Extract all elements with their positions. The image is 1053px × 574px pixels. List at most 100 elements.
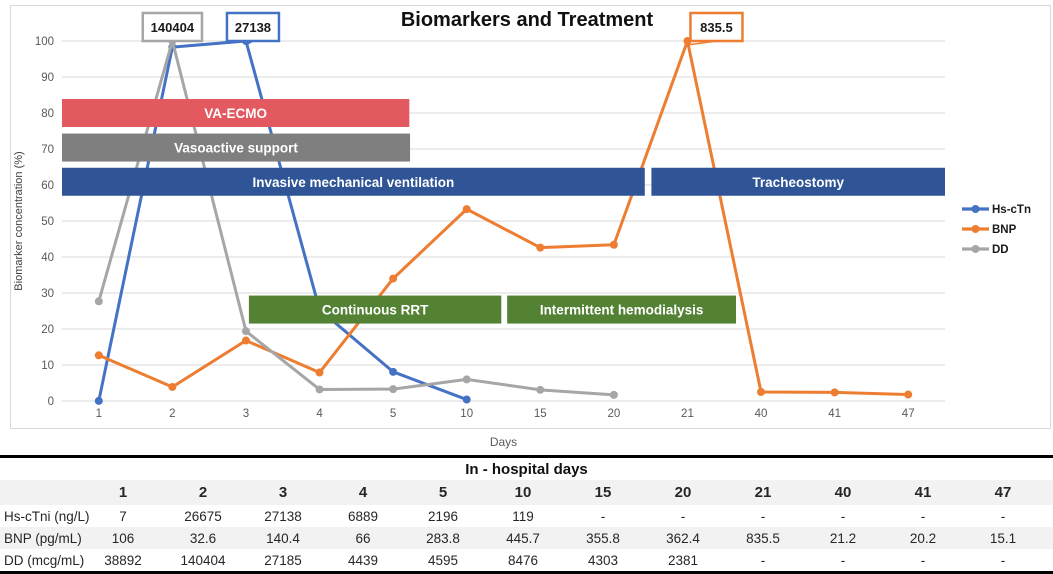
- y-axis-ticks: 0 10 20 30 40 50 60 70 80 90 100: [35, 36, 54, 408]
- table-cell: 119: [512, 508, 534, 524]
- legend-dot-marker: [971, 245, 980, 253]
- table-cell: 6889: [347, 508, 379, 524]
- x-tick-label: 47: [902, 408, 915, 420]
- legend-item-bnp: BNP: [962, 224, 1017, 236]
- intermittent-hemodialysis-bar-group: Intermittent hemodialysis: [507, 295, 737, 324]
- chart-title: Biomarkers and Treatment: [401, 9, 654, 31]
- table-cell: -: [840, 552, 846, 568]
- callout-value: 140404: [151, 20, 195, 35]
- callout-835-5: 835.5: [687, 11, 744, 46]
- series-path-bnp: [97, 39, 910, 397]
- vasoactive-support-bar-group: Vasoactive support: [62, 133, 411, 162]
- table-cell: 4303: [587, 552, 619, 568]
- data-point-marker: [462, 395, 471, 404]
- legend-dot-marker: [971, 205, 980, 213]
- data-point-marker: [609, 240, 618, 249]
- y-tick-label: 60: [41, 180, 54, 192]
- y-tick-label: 20: [41, 324, 54, 336]
- x-tick-label: 20: [607, 408, 620, 420]
- legend-label: Hs-cTn: [992, 204, 1031, 216]
- table-cell: -: [680, 508, 686, 524]
- series-line-dd: [94, 37, 618, 399]
- continuous-rrt-bar-label: Continuous RRT: [322, 303, 429, 318]
- table-cell: 38892: [104, 552, 142, 568]
- va-ecmo-bar-label: VA-ECMO: [204, 106, 267, 121]
- table-cell: -: [760, 508, 766, 524]
- table-cell: 15.1: [989, 530, 1017, 546]
- legend-dot-marker: [971, 225, 980, 233]
- table-cell: 8476: [507, 552, 539, 568]
- table-cell: 355.8: [586, 530, 620, 546]
- table-cell: 106: [111, 530, 135, 546]
- day-column-header: 20: [674, 484, 692, 501]
- y-tick-label: 80: [41, 108, 54, 120]
- table-cell: 26675: [184, 508, 222, 524]
- table-cell: 445.7: [506, 530, 540, 546]
- table-cell: -: [920, 508, 926, 524]
- legend-item-hs-ctn: Hs-cTn: [962, 204, 1031, 216]
- table-cell: -: [1000, 508, 1006, 524]
- table-cell: 4439: [347, 552, 379, 568]
- callout-box: [141, 11, 204, 43]
- table-cell: 32.6: [189, 530, 217, 546]
- data-point-marker: [241, 336, 250, 345]
- data-point-marker: [389, 385, 398, 394]
- invasive-mechanical-ventilation-bar-group: Invasive mechanical ventilation: [62, 167, 645, 196]
- legend-label: DD: [992, 244, 1009, 256]
- day-column-header: 2: [198, 484, 208, 501]
- data-point-marker: [168, 382, 177, 391]
- callout-140404: 140404: [141, 11, 204, 45]
- data-point-marker: [315, 368, 324, 377]
- day-column-header: 5: [438, 484, 448, 501]
- data-point-marker: [609, 390, 618, 399]
- vasoactive-support-bar-label: Vasoactive support: [174, 141, 298, 156]
- table-cell: 835.5: [746, 530, 780, 546]
- data-point-marker: [462, 375, 471, 384]
- table-cell: -: [840, 508, 846, 524]
- chart-frame: [10, 5, 1051, 429]
- row-label: BNP (pg/mL): [4, 530, 82, 546]
- table-cell: 7: [119, 508, 127, 524]
- y-tick-label: 40: [41, 252, 54, 264]
- data-point-marker: [94, 297, 103, 306]
- callout-27138: 27138: [225, 11, 281, 46]
- y-tick-label: 70: [41, 144, 54, 156]
- y-tick-label: 0: [48, 396, 54, 408]
- intermittent-hemodialysis-bar-label: Intermittent hemodialysis: [540, 303, 704, 318]
- table-cell: 27138: [264, 508, 302, 524]
- table-cell: 140404: [180, 552, 226, 568]
- vasoactive-support-bar: [62, 133, 411, 162]
- y-tick-label: 90: [41, 72, 54, 84]
- table-cell: 140.4: [266, 530, 300, 546]
- x-tick-label: 3: [243, 408, 249, 420]
- y-tick-label: 100: [35, 36, 54, 48]
- y-tick-label: 30: [41, 288, 54, 300]
- day-column-header: 15: [594, 484, 612, 501]
- x-axis-title: Days: [490, 435, 517, 449]
- x-tick-label: 21: [681, 408, 694, 420]
- tracheostomy-bar-label: Tracheostomy: [752, 175, 844, 190]
- table-cell: -: [600, 508, 606, 524]
- table-cell: 2381: [667, 552, 699, 568]
- tracheostomy-bar: [651, 167, 945, 196]
- table-row: DD (mcg/mL) 38892 140404 27185 4439 4595 8476 4…: [0, 549, 1053, 571]
- data-point-marker: [315, 385, 324, 394]
- data-point-marker: [757, 388, 766, 396]
- day-column-header: 10: [514, 484, 532, 501]
- x-tick-label: 15: [534, 408, 547, 420]
- day-column-header: 1: [118, 484, 128, 501]
- x-tick-label: 4: [316, 408, 323, 420]
- table-cell: 27185: [264, 552, 302, 568]
- table-cell: -: [1000, 552, 1006, 568]
- day-column-header: 47: [994, 484, 1012, 501]
- data-point-marker: [94, 396, 103, 405]
- biomarkers-treatment-chart: 0 10 20 30 40 50 60 70 80 90 100 1 2 3 4 5 10 15 20 21 40 41 4…: [10, 5, 1051, 449]
- table-row: BNP (pg/mL) 106 32.6 140.4 66 283.8 445.7 355.8…: [0, 527, 1053, 549]
- intermittent-hemodialysis-bar: [507, 295, 737, 324]
- data-point-marker: [389, 367, 398, 376]
- table-grid: 1 2 3 4 5 10 15 20 21 40 41 47 Hs-cTni (ng/L) 7 26675 2…: [0, 480, 1053, 571]
- table-cell: 362.4: [666, 530, 700, 546]
- table-cell: 2196: [427, 508, 459, 524]
- table-cell: 4595: [427, 552, 459, 568]
- y-axis-title: Biomarker concentration (%): [13, 151, 25, 290]
